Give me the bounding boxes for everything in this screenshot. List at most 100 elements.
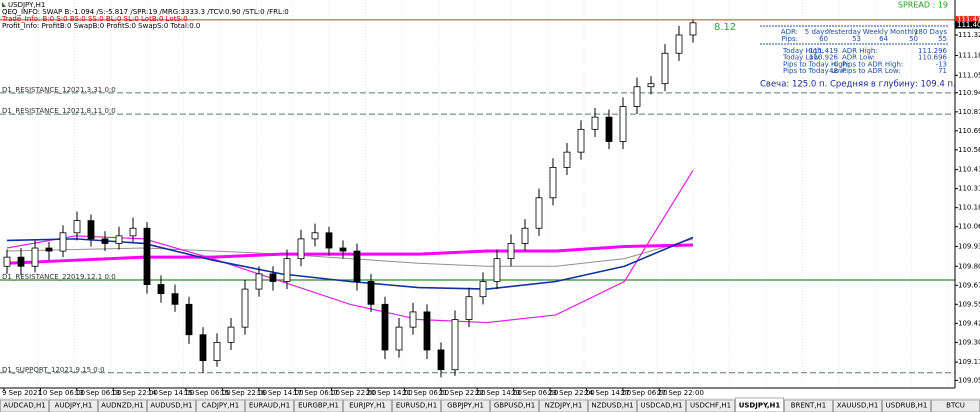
candle-body — [213, 341, 221, 362]
bar-timer: 8.12 — [714, 22, 736, 33]
y-tick-label: 109.425 — [958, 319, 980, 327]
tab[interactable] — [392, 399, 441, 412]
x-tick-label: 23 Sep 22:00 — [548, 389, 595, 397]
tab-label[interactable]: AUDJPY,H1 — [55, 402, 93, 410]
tab[interactable] — [588, 399, 637, 412]
candle-body — [605, 116, 613, 142]
tab[interactable] — [490, 399, 539, 412]
candle-body — [563, 151, 571, 168]
candle-body — [661, 52, 669, 85]
tab-label[interactable]: EURUSD,H1 — [396, 402, 437, 410]
tab-label[interactable]: USDRUB,H1 — [886, 402, 928, 410]
tab-label[interactable]: EURGBP,H1 — [298, 402, 339, 410]
tab-label[interactable]: AUDNZD,H1 — [101, 402, 144, 410]
tab[interactable] — [833, 399, 882, 412]
candle-body — [591, 116, 599, 130]
tab-label[interactable]: XAUUSD,H1 — [837, 402, 879, 410]
tab-label[interactable]: NZDUSD,H1 — [591, 402, 633, 410]
candle-body — [241, 288, 249, 328]
candle-body — [479, 281, 487, 298]
adr-cell: Pips to Today High: — [783, 60, 850, 68]
tab-label[interactable]: CADJPY,H1 — [202, 402, 239, 410]
tab[interactable] — [245, 399, 294, 412]
adr-cell: -13 — [936, 60, 947, 68]
y-tick-label: 109.930 — [958, 242, 980, 250]
tab[interactable] — [49, 399, 98, 412]
tab-label[interactable]: NZDJPY,H1 — [545, 402, 583, 410]
tab-label[interactable]: AUDCAD,H1 — [3, 402, 45, 410]
tab-label[interactable]: AUDUSD,H1 — [150, 402, 192, 410]
panel-footer: Свеча: 125.0 п. Средняя в глубину: 109.4… — [760, 80, 956, 90]
adr-cell: 110.926 — [809, 54, 838, 62]
price-tag-label: 111.402 — [957, 21, 980, 29]
candle-body — [647, 83, 655, 88]
y-tick-label: 109.050 — [958, 376, 980, 384]
x-tick-label: 14 Sep 14:00 — [148, 389, 195, 397]
x-tick-label: 22 Sep 14:00 — [475, 389, 522, 397]
adr-pips: 60 — [819, 35, 828, 43]
candle-body — [283, 258, 291, 282]
y-tick-label: 111.320 — [958, 31, 980, 39]
candle-body — [409, 311, 417, 328]
candle-body — [115, 235, 123, 244]
x-tick-label: 23 Sep 06:00 — [512, 389, 559, 397]
tab[interactable] — [0, 399, 49, 412]
tab-label[interactable]: EURAUD,H1 — [249, 402, 290, 410]
y-tick-label: 109.800 — [958, 262, 980, 270]
tab[interactable] — [686, 399, 735, 412]
candle-body — [297, 238, 305, 260]
tab[interactable] — [98, 399, 147, 412]
y-tick-label: 110.690 — [958, 127, 980, 135]
tab[interactable] — [441, 399, 490, 412]
candle-body — [157, 284, 165, 295]
tab-label[interactable]: USDJPY,H1 — [739, 402, 781, 410]
adr-header: Monthly — [890, 28, 918, 36]
candle-body — [325, 232, 333, 249]
y-tick-label: 110.060 — [958, 223, 980, 231]
x-tick-label: 20 Sep 14:00 — [366, 389, 413, 397]
y-tick-label: 110.185 — [958, 204, 980, 212]
x-tick-label: 16 Sep 14:00 — [257, 389, 304, 397]
x-tick-label: 27 Sep 06:00 — [621, 389, 668, 397]
tab[interactable] — [882, 399, 931, 412]
adr-pips: 64 — [879, 35, 888, 43]
adr-header: 5 days — [805, 28, 829, 36]
y-tick-label: 109.675 — [958, 281, 980, 289]
candle-body — [521, 227, 529, 244]
adr-header: Weekly — [863, 28, 888, 36]
candle-body — [437, 349, 445, 371]
tab[interactable] — [539, 399, 588, 412]
x-tick-label: 9 Sep 2021 — [2, 389, 42, 397]
tab[interactable] — [343, 399, 392, 412]
candle-body — [199, 334, 207, 362]
info-line: Profit_Info: ProfitB:0 SwapB:0 ProfitS:0… — [2, 22, 200, 30]
adr-cell: Today Low: — [782, 54, 821, 62]
tab[interactable] — [147, 399, 196, 412]
candle-body — [507, 243, 515, 260]
y-tick-label: 110.310 — [958, 185, 980, 193]
info-line: Trade_Info: B:0 S:0 BS:0 SS:0 BL:0 SL:0 … — [1, 15, 188, 23]
adr-pips: Pips: — [782, 35, 798, 43]
tab-label[interactable]: USDCAD,H1 — [641, 402, 683, 410]
tab-label[interactable]: GBPUSD,H1 — [494, 402, 535, 410]
tab[interactable] — [637, 399, 686, 412]
tab-label[interactable]: BRENT,H1 — [791, 402, 827, 410]
candle-body — [59, 232, 67, 252]
info-line: QEQ_INFO: SWAP B:-1.094 /S:-5.817 /SPR:1… — [2, 8, 289, 16]
plot: D1_RESISTANCE_12021.3.31 0:0 D1_RESISTANC… — [0, 19, 955, 378]
tab[interactable] — [294, 399, 343, 412]
tab[interactable] — [784, 399, 833, 412]
tab[interactable] — [196, 399, 245, 412]
candle-body — [353, 250, 361, 282]
tab-label[interactable]: EURJPY,H1 — [349, 402, 386, 410]
tab-label[interactable]: BTCU — [946, 402, 965, 410]
tab-label[interactable]: USDCHF,H1 — [690, 402, 731, 410]
tab-label[interactable]: GBPJPY,H1 — [447, 402, 484, 410]
y-tick-label: 109.170 — [958, 358, 980, 366]
adr-cell: 48 — [829, 67, 838, 75]
x-tick-label: 15 Sep 06:00 — [184, 389, 231, 397]
tab[interactable] — [735, 397, 784, 412]
candle-body — [577, 128, 585, 153]
ui: USDJPY,H1 QEQ_INFO: SWAP B:-1.094 /S:-5.… — [1, 1, 980, 90]
